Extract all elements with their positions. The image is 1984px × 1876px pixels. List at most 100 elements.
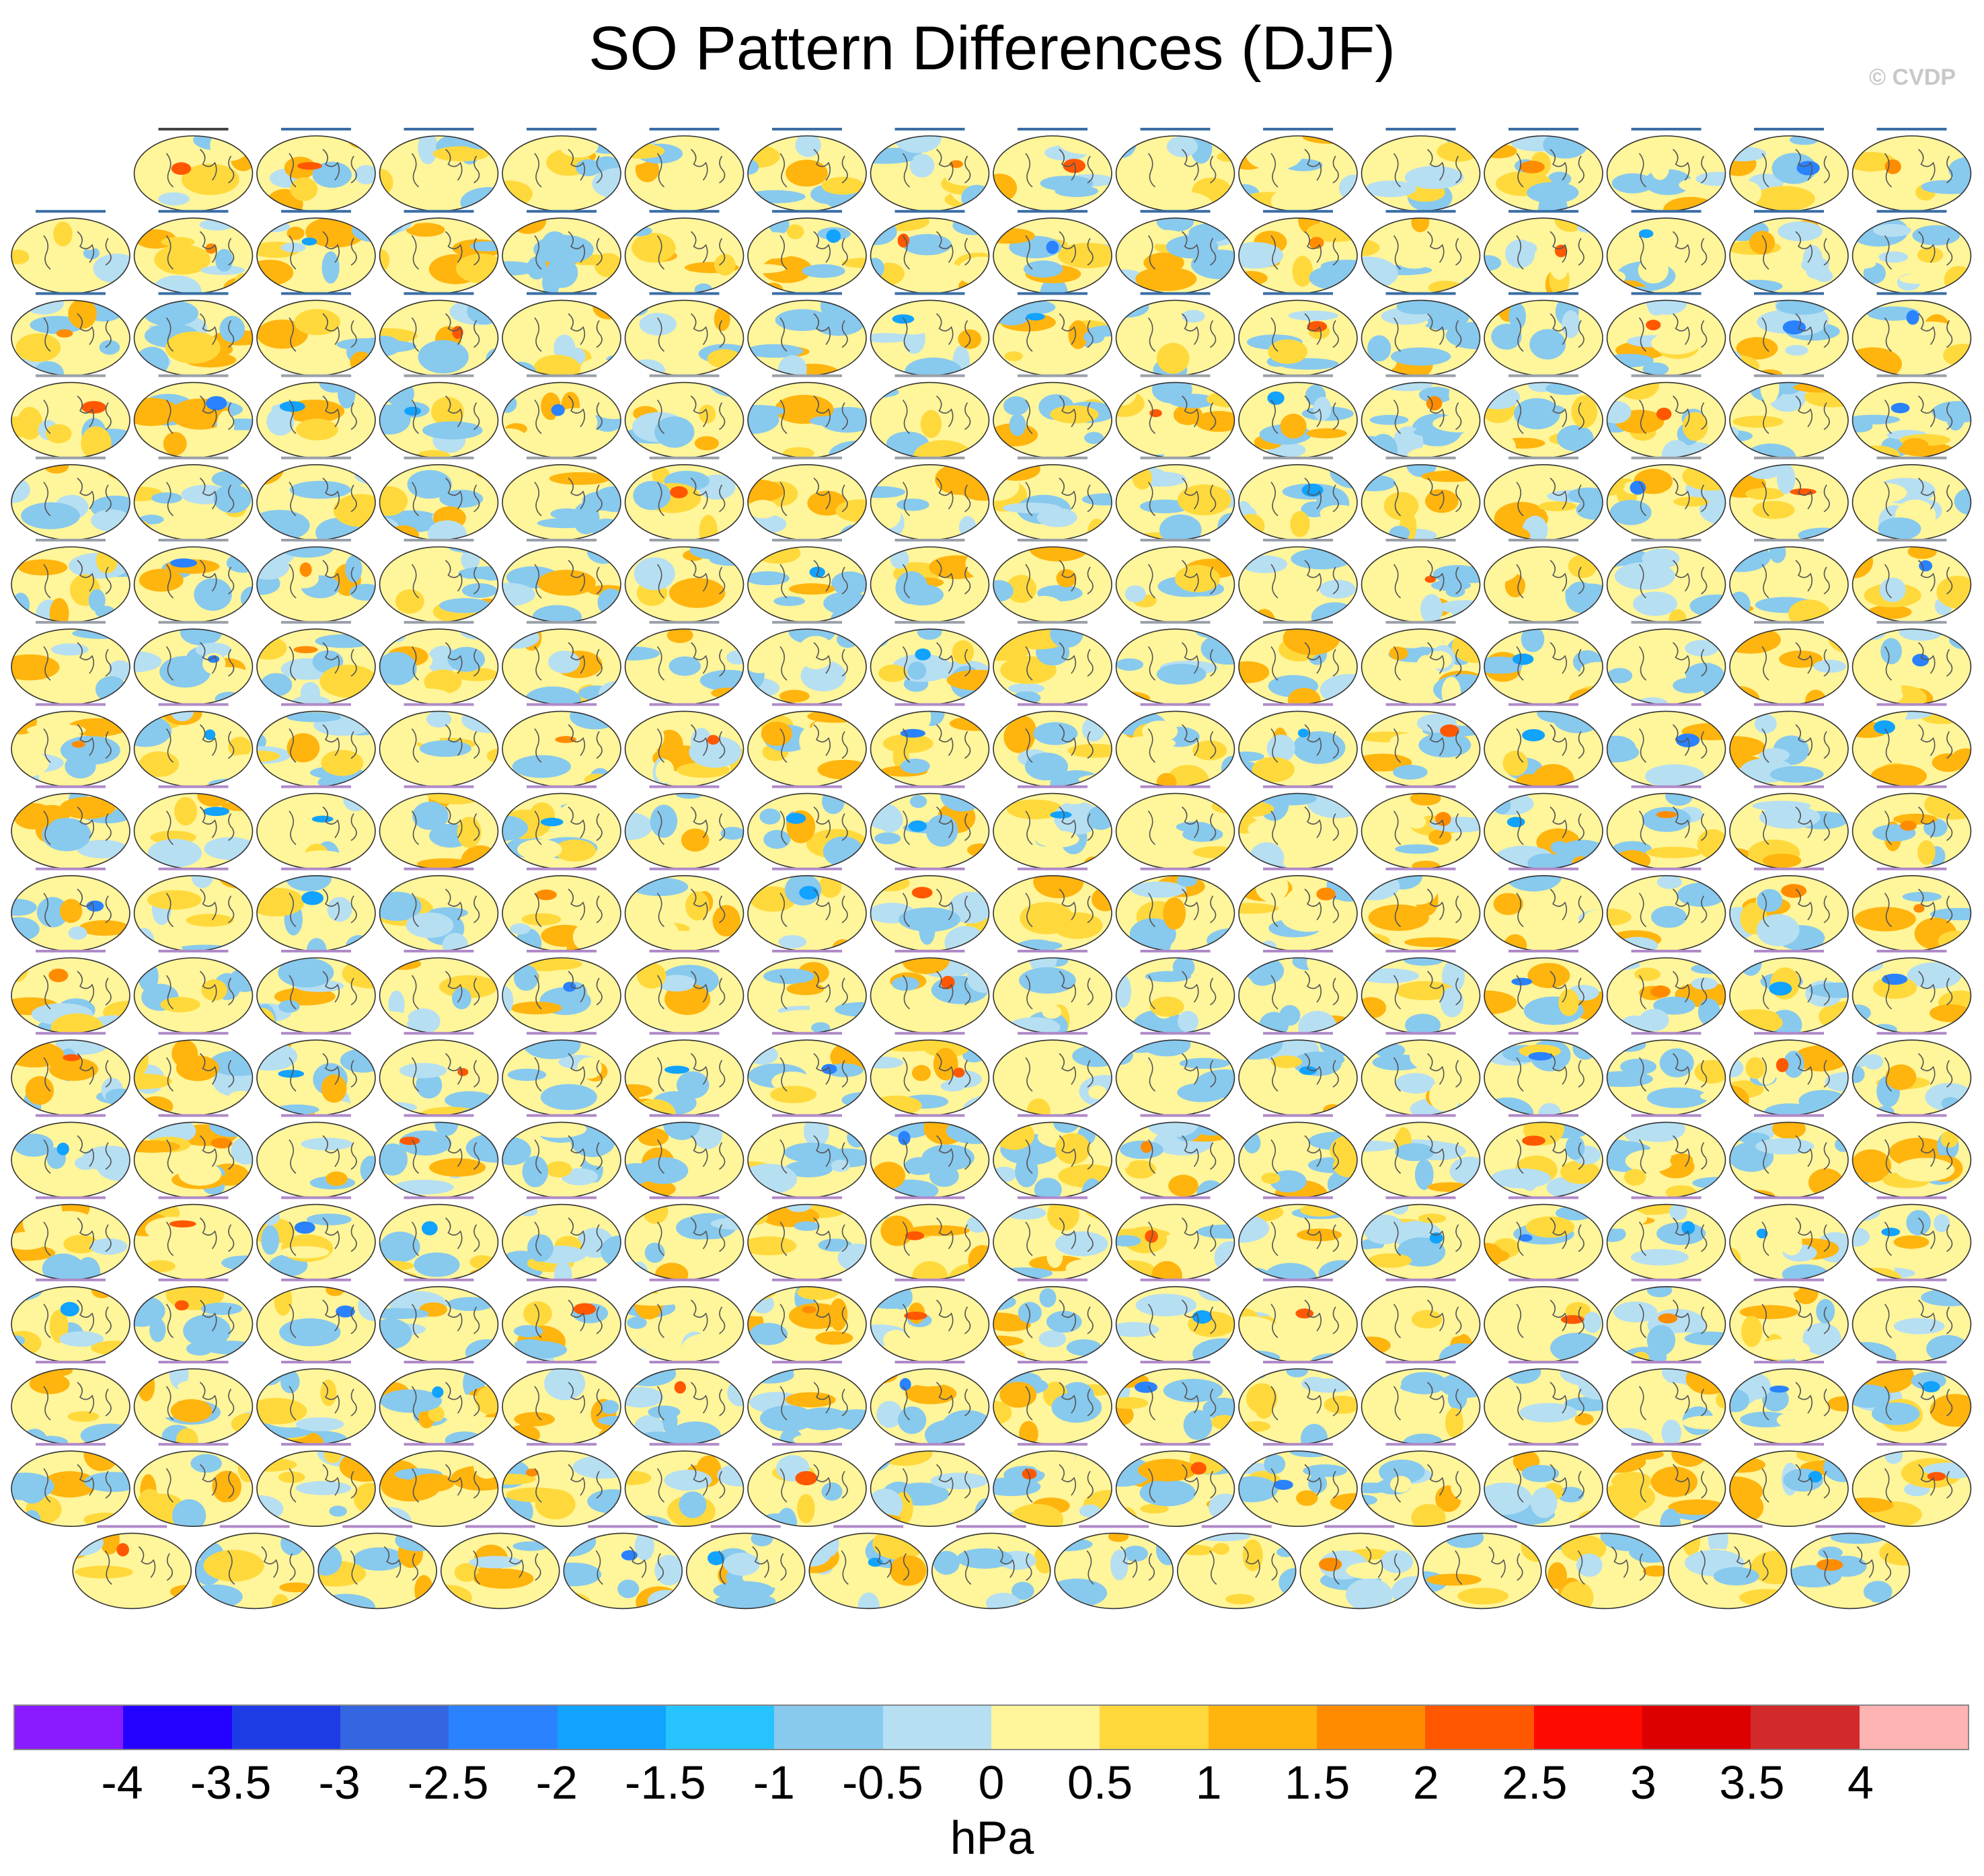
panel-label bbox=[36, 1032, 106, 1035]
colorbar-tick-label: 1 bbox=[1195, 1756, 1222, 1809]
map-panel bbox=[1729, 1196, 1849, 1281]
panel-label bbox=[1263, 621, 1333, 624]
map-panel bbox=[993, 539, 1112, 623]
panel-label bbox=[36, 1361, 106, 1363]
panel-label bbox=[1018, 1114, 1088, 1117]
map-panel bbox=[1729, 621, 1849, 706]
panel-label bbox=[527, 1443, 597, 1446]
panel-label bbox=[1018, 785, 1088, 788]
map-panel bbox=[11, 621, 130, 706]
map-panel bbox=[379, 456, 499, 541]
panel-label bbox=[527, 1114, 597, 1117]
map-panel bbox=[1729, 210, 1849, 295]
panel-label bbox=[1140, 1196, 1211, 1199]
map-panel bbox=[1115, 292, 1235, 377]
map-panel bbox=[1606, 621, 1726, 706]
panel-label bbox=[1876, 456, 1947, 459]
map-panel bbox=[1852, 703, 1972, 788]
map-panel bbox=[1852, 456, 1972, 541]
panel-label bbox=[649, 785, 720, 788]
map-panel bbox=[1115, 1443, 1235, 1527]
map-panel bbox=[256, 785, 376, 870]
panel-label bbox=[772, 867, 842, 870]
panel-label bbox=[1385, 1032, 1456, 1035]
map-panel bbox=[379, 950, 499, 1034]
colorbar-cell bbox=[1208, 1706, 1317, 1749]
map-panel bbox=[1176, 1525, 1297, 1610]
map-panel bbox=[1852, 785, 1972, 870]
panel-label bbox=[158, 1361, 229, 1363]
panel-label bbox=[281, 456, 351, 459]
panel-label bbox=[1263, 1278, 1333, 1281]
map-panel bbox=[1361, 1278, 1481, 1363]
panel-label bbox=[894, 374, 965, 377]
map-panel bbox=[440, 1525, 560, 1610]
map-panel bbox=[1115, 1278, 1235, 1363]
map-panel bbox=[502, 621, 621, 706]
map-panel bbox=[870, 1278, 990, 1363]
panel-label bbox=[1509, 292, 1578, 295]
panel-label bbox=[1263, 128, 1333, 130]
panel-label bbox=[1631, 950, 1702, 952]
panel-label bbox=[772, 621, 842, 624]
colorbar-tick-label: 0.5 bbox=[1067, 1756, 1133, 1809]
panel-label bbox=[649, 456, 720, 459]
map-panel bbox=[1484, 703, 1603, 788]
map-panel bbox=[1361, 210, 1481, 295]
map-panel bbox=[1115, 539, 1235, 623]
map-panel bbox=[1606, 374, 1726, 459]
map-panel bbox=[379, 703, 499, 788]
panel-label bbox=[158, 374, 229, 377]
map-panel bbox=[1361, 867, 1481, 952]
map-panel bbox=[1238, 1032, 1358, 1116]
colorbar-units: hPa bbox=[950, 1811, 1034, 1864]
map-panel bbox=[256, 1443, 376, 1527]
map-panel bbox=[1238, 374, 1358, 459]
map-panel bbox=[1606, 539, 1726, 623]
map-panel bbox=[502, 210, 621, 295]
map-panel bbox=[747, 1114, 867, 1199]
map-panel bbox=[1852, 1196, 1972, 1281]
panel-label bbox=[158, 1114, 229, 1117]
panel-label bbox=[281, 539, 351, 541]
panel-label bbox=[894, 621, 965, 624]
panel-label bbox=[649, 1361, 720, 1363]
panel-label bbox=[36, 1443, 106, 1446]
panel-label bbox=[1754, 1196, 1824, 1199]
map-panel bbox=[870, 1114, 990, 1199]
map-panel bbox=[624, 128, 745, 212]
panel-label bbox=[1018, 374, 1088, 377]
map-panel bbox=[624, 867, 745, 952]
panel-label bbox=[1754, 950, 1824, 952]
panel-label bbox=[527, 210, 597, 213]
panel-label bbox=[1140, 621, 1211, 624]
panel-label bbox=[1140, 1032, 1211, 1035]
panel-label bbox=[527, 1278, 597, 1281]
panel-label bbox=[1754, 621, 1824, 624]
map-panel bbox=[870, 1032, 990, 1116]
map-panel bbox=[133, 703, 254, 788]
panel-label bbox=[1263, 1361, 1333, 1363]
panel-label bbox=[772, 950, 842, 952]
panel-label bbox=[1509, 374, 1578, 377]
map-panel bbox=[993, 1278, 1112, 1363]
panel-label bbox=[1263, 374, 1333, 377]
panel-label bbox=[1754, 1032, 1824, 1035]
panel-label bbox=[281, 128, 351, 130]
map-panel bbox=[256, 867, 376, 952]
map-panel bbox=[1238, 1443, 1358, 1527]
panel-label bbox=[894, 785, 965, 788]
map-panel bbox=[1790, 1525, 1911, 1610]
map-panel bbox=[1729, 785, 1849, 870]
map-panel bbox=[993, 374, 1112, 459]
map-panel bbox=[1852, 1443, 1972, 1527]
colorbar-tick-label: -0.5 bbox=[842, 1756, 923, 1809]
map-panel bbox=[1115, 1196, 1235, 1281]
panel-label bbox=[158, 785, 229, 788]
panel-label bbox=[1263, 539, 1333, 541]
panel-label bbox=[1201, 1525, 1272, 1528]
map-panel bbox=[1606, 456, 1726, 541]
panel-label bbox=[1509, 867, 1578, 870]
map-panel bbox=[1729, 292, 1849, 377]
map-panel bbox=[72, 1525, 192, 1610]
